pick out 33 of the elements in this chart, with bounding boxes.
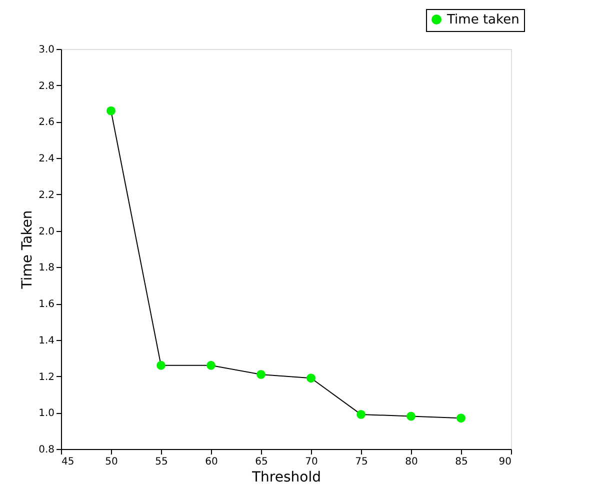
y-tick-label: 1.4	[38, 335, 54, 346]
y-tick-label: 1.6	[38, 299, 54, 310]
point	[206, 360, 216, 370]
x-tick-label: 70	[305, 456, 318, 468]
y-tick-label: 1.2	[38, 372, 54, 383]
y-tick-label: 0.8	[38, 444, 54, 456]
x-tick-label: 90	[498, 456, 512, 468]
y-tick-label: 2.0	[38, 226, 54, 238]
point	[106, 106, 116, 116]
x-tick-label: 45	[62, 456, 74, 468]
x-tick-label: 55	[155, 456, 168, 468]
point	[156, 360, 166, 370]
y-tick-label: 2.4	[38, 154, 54, 165]
legend-label: Time taken	[446, 12, 520, 28]
y-axis-title: Time Taken	[20, 210, 36, 290]
y-tick-label: 3.0	[38, 44, 54, 56]
x-axis-title: Threshold	[251, 470, 321, 486]
y-tick-label: 2.6	[38, 117, 54, 128]
x-tick-label: 60	[205, 456, 218, 468]
y-tick-label: 1.8	[38, 262, 54, 274]
y-tick-label: 2.8	[38, 80, 54, 92]
point	[306, 374, 316, 383]
y-tick-label: 2.2	[38, 190, 54, 201]
y-tick-label: 1.0	[38, 408, 54, 420]
point	[356, 410, 366, 419]
point	[456, 414, 466, 423]
point	[256, 370, 266, 379]
x-tick-label: 80	[405, 456, 418, 468]
x-tick-label: 75	[355, 456, 368, 468]
point	[406, 412, 416, 421]
x-tick-label: 50	[105, 456, 118, 468]
x-tick-label: 65	[255, 456, 268, 468]
x-tick-label: 85	[455, 456, 468, 468]
